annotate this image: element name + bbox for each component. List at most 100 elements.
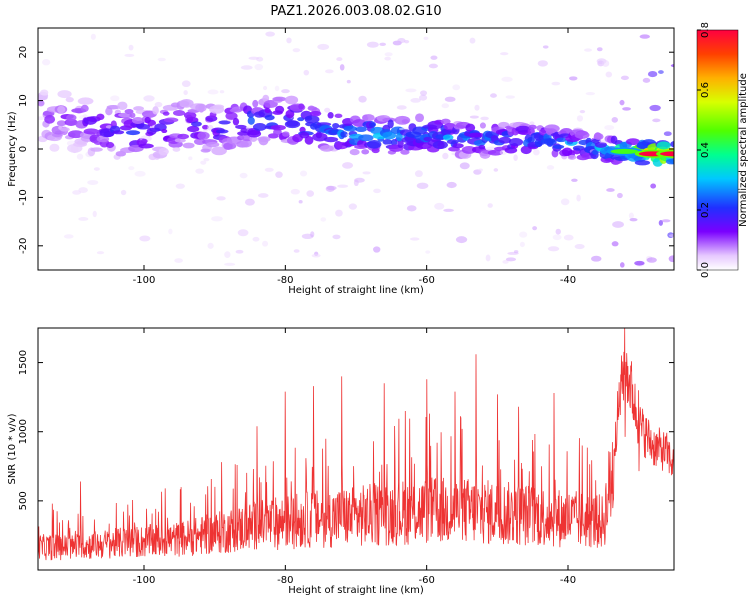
heatmap-cell [299,170,308,177]
heatmap-cell [324,107,331,113]
heatmap-cell [459,162,470,170]
x-tick-label: -80 [277,275,293,286]
heatmap-cell [229,108,243,113]
heatmap-cell [397,38,406,44]
heatmap-cell [157,57,166,62]
heatmap-cell [440,118,451,125]
heatmap-cell [77,97,94,105]
heatmap-cell [405,88,417,93]
heatmap-cell [63,234,74,239]
heatmap-cell [105,141,115,149]
heatmap-cell [373,188,381,194]
heatmap-cell [414,170,423,178]
x-tick-label: -60 [418,275,434,286]
heatmap-cell [354,144,368,149]
spectrogram-y-label: Frequency (Hz) [7,111,18,187]
heatmap-cell [252,99,259,108]
heatmap-cell [487,149,504,156]
heatmap-cell [128,166,135,171]
heatmap-cell [423,36,429,41]
heatmap-cell [348,203,358,210]
heatmap-cell [656,141,671,150]
heatmap-cell [663,131,672,137]
heatmap-cell [529,121,535,126]
heatmap-cell [442,152,449,160]
snr-series-line [38,328,674,561]
heatmap-cell [468,132,485,138]
heatmap-cell [112,130,125,135]
heatmap-cell [366,41,379,48]
heatmap-cell [658,70,664,74]
heatmap-cell [168,228,173,235]
heatmap-cell [660,151,674,157]
heatmap-cell [292,48,301,53]
heatmap-cell [395,132,403,142]
heatmap-cell [502,259,509,264]
heatmap-cell [96,251,105,255]
heatmap-cell [555,228,561,235]
heatmap-cell [493,168,499,172]
heatmap-cell [362,171,371,175]
spectrogram-x-ticks: -100 -80 -60 -40 [133,28,576,286]
heatmap-cell [639,34,650,39]
heatmap-cell [134,170,146,177]
heatmap-cell [174,138,186,143]
heatmap-cell [384,56,391,61]
heatmap-cell [216,196,226,201]
snr-x-ticks: -100 -80 -60 -40 [133,328,576,586]
heatmap-cell [441,103,450,109]
snr-x-label: Height of straight line (km) [288,585,424,596]
heatmap-cell [547,246,560,252]
heatmap-cell [336,57,343,62]
heatmap-cell [343,125,358,132]
heatmap-cell [406,205,417,212]
heatmap-cell [181,80,191,88]
heatmap-cell [96,135,110,143]
heatmap-cell [57,90,72,99]
heatmap-cell [195,103,207,113]
heatmap-cell [551,81,561,86]
heatmap-cell [274,85,280,92]
heatmap-cell [335,209,343,217]
heatmap-cell [224,251,231,258]
heatmap-cell [646,257,657,263]
spectrogram-x-label: Height of straight line (km) [288,285,424,296]
heatmap-cell [138,143,154,149]
heatmap-cell [430,55,438,60]
heatmap-cell [237,229,249,237]
chart-title: PAZ1.2026.003.08.02.G10 [270,4,441,19]
heatmap-cell [508,138,524,147]
colorbar-gradient [696,29,739,271]
heatmap-cell [247,116,255,125]
heatmap-cell [505,257,517,262]
heatmap-cell [293,249,300,253]
heatmap-cell [325,69,334,74]
heatmap-cell [240,139,252,148]
heatmap-cell [519,241,525,248]
heatmap-cell [537,60,548,67]
heatmap-cell [604,125,615,131]
heatmap-cell [264,114,275,121]
heatmap-cell [139,235,151,242]
heatmap-cell [265,31,275,37]
heatmap-cell [437,141,445,149]
heatmap-cell [499,150,507,155]
heatmap-cell [131,117,144,125]
heatmap-cell [224,262,236,266]
colorbar-tick-label: 0.4 [700,142,711,158]
heatmap-cell [546,165,555,170]
colorbar-tick-label: 0.6 [700,82,711,98]
heatmap-cell [87,180,99,185]
heatmap-cell [106,104,121,110]
heatmap-cell [543,138,557,146]
heatmap-cell [272,96,287,102]
x-tick-label: -100 [133,575,156,586]
heatmap-cell [284,120,301,129]
heatmap-cell [232,117,240,126]
heatmap-cell [124,53,135,57]
heatmap-cell [172,109,186,116]
heatmap-cell [585,92,596,96]
heatmap-cell [38,116,46,121]
